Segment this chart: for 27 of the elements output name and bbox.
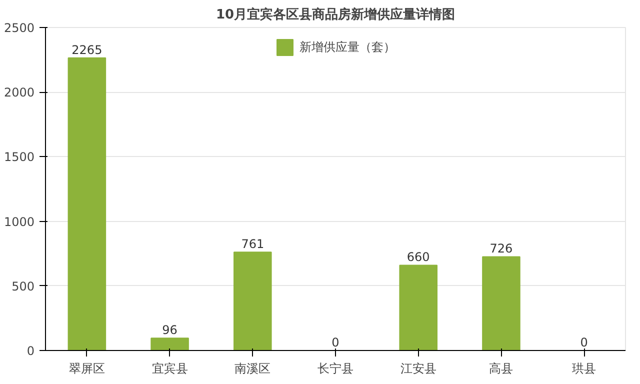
y-tick-label: 1500	[4, 150, 35, 164]
data-label: 2265	[72, 42, 102, 57]
x-tick-label: 高县	[489, 362, 514, 376]
legend-label: 新增供应量（套）	[300, 38, 396, 56]
y-tick-label: 2000	[4, 86, 35, 100]
data-label: 0	[332, 336, 340, 350]
y-tick-label: 2500	[4, 21, 35, 35]
chart-title: 10月宜宾各区县商品房新增供应量详情图	[216, 6, 456, 22]
data-label: 660	[406, 250, 430, 264]
x-tick-label: 宜宾县	[152, 362, 188, 376]
bar	[482, 256, 520, 350]
y-tick-label: 500	[12, 279, 34, 294]
data-label: 0	[580, 336, 588, 350]
bar	[234, 252, 272, 350]
x-tick-label: 翠屏区	[68, 362, 105, 376]
x-tick-label: 江安县	[400, 362, 436, 376]
bar	[150, 338, 189, 350]
data-label: 726	[490, 242, 513, 256]
x-tick-label: 南溪区	[234, 362, 271, 376]
data-label: 96	[162, 323, 178, 338]
data-label: 761	[241, 237, 264, 252]
x-tick-label: 珙县	[572, 362, 596, 376]
y-tick-label: 1000	[4, 214, 35, 229]
bar	[68, 57, 106, 350]
y-tick-label: 0	[26, 344, 35, 358]
bar	[399, 264, 438, 350]
x-tick-label: 长宁县	[318, 362, 354, 376]
